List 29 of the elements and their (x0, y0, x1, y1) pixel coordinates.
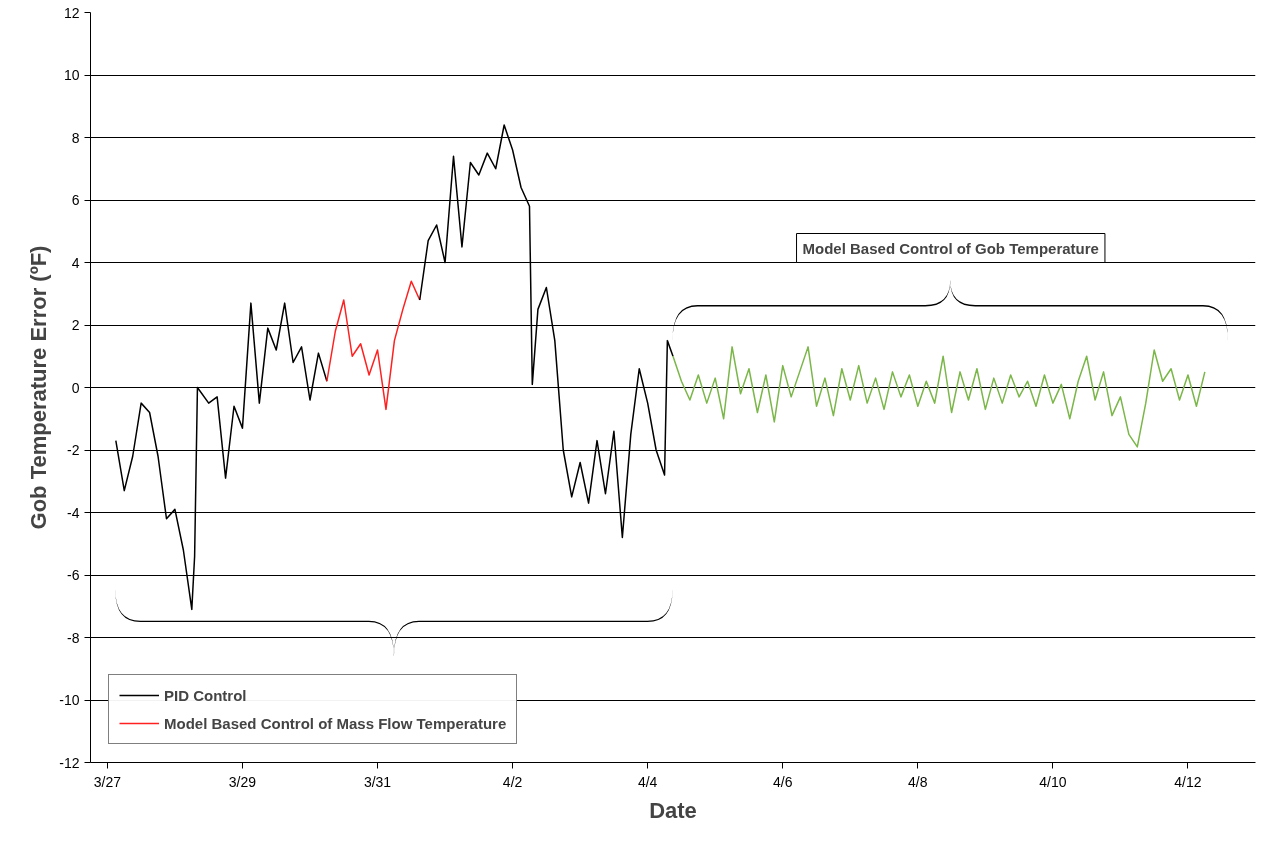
y-tick-label: -12 (59, 754, 80, 771)
y-tick-label: -6 (67, 567, 80, 583)
legend-label: PID Control (164, 686, 247, 704)
y-tick-label: 4 (71, 254, 80, 271)
x-tick-label: 3/29 (228, 773, 257, 790)
x-tick-label: 4/2 (502, 773, 523, 790)
y-tick-label: 2 (71, 317, 80, 333)
y-tick-label: 10 (63, 67, 80, 83)
y-tick-label: -8 (67, 629, 80, 646)
y-tick-label: -2 (67, 442, 80, 458)
line-series (672, 346, 1206, 448)
x-tick-label: 4/4 (637, 773, 658, 790)
x-tick-label: 4/12 (1174, 773, 1202, 790)
x-tick-label: 4/6 (773, 773, 793, 790)
x-tick-label: 4/8 (908, 773, 928, 790)
y-tick-label: 12 (63, 4, 80, 21)
y-tick-label: -4 (67, 504, 80, 521)
y-tick-label: -10 (59, 692, 80, 708)
x-axis-title: Date (649, 797, 697, 823)
y-tick-label: 8 (71, 129, 80, 146)
x-tick-label: 3/31 (363, 773, 392, 790)
x-tick-label: 3/27 (93, 773, 122, 790)
line-series (326, 280, 421, 411)
y-tick-label: 6 (71, 192, 80, 208)
y-tick-label: 0 (71, 379, 80, 396)
y-axis-title: Gob Temperature Error (ºF) (26, 245, 52, 530)
annotation: Model Based Control of Gob Temperature (802, 239, 1099, 257)
legend-label: Model Based Control of Mass Flow Temperature (164, 714, 507, 732)
x-tick-label: 4/10 (1039, 773, 1067, 790)
